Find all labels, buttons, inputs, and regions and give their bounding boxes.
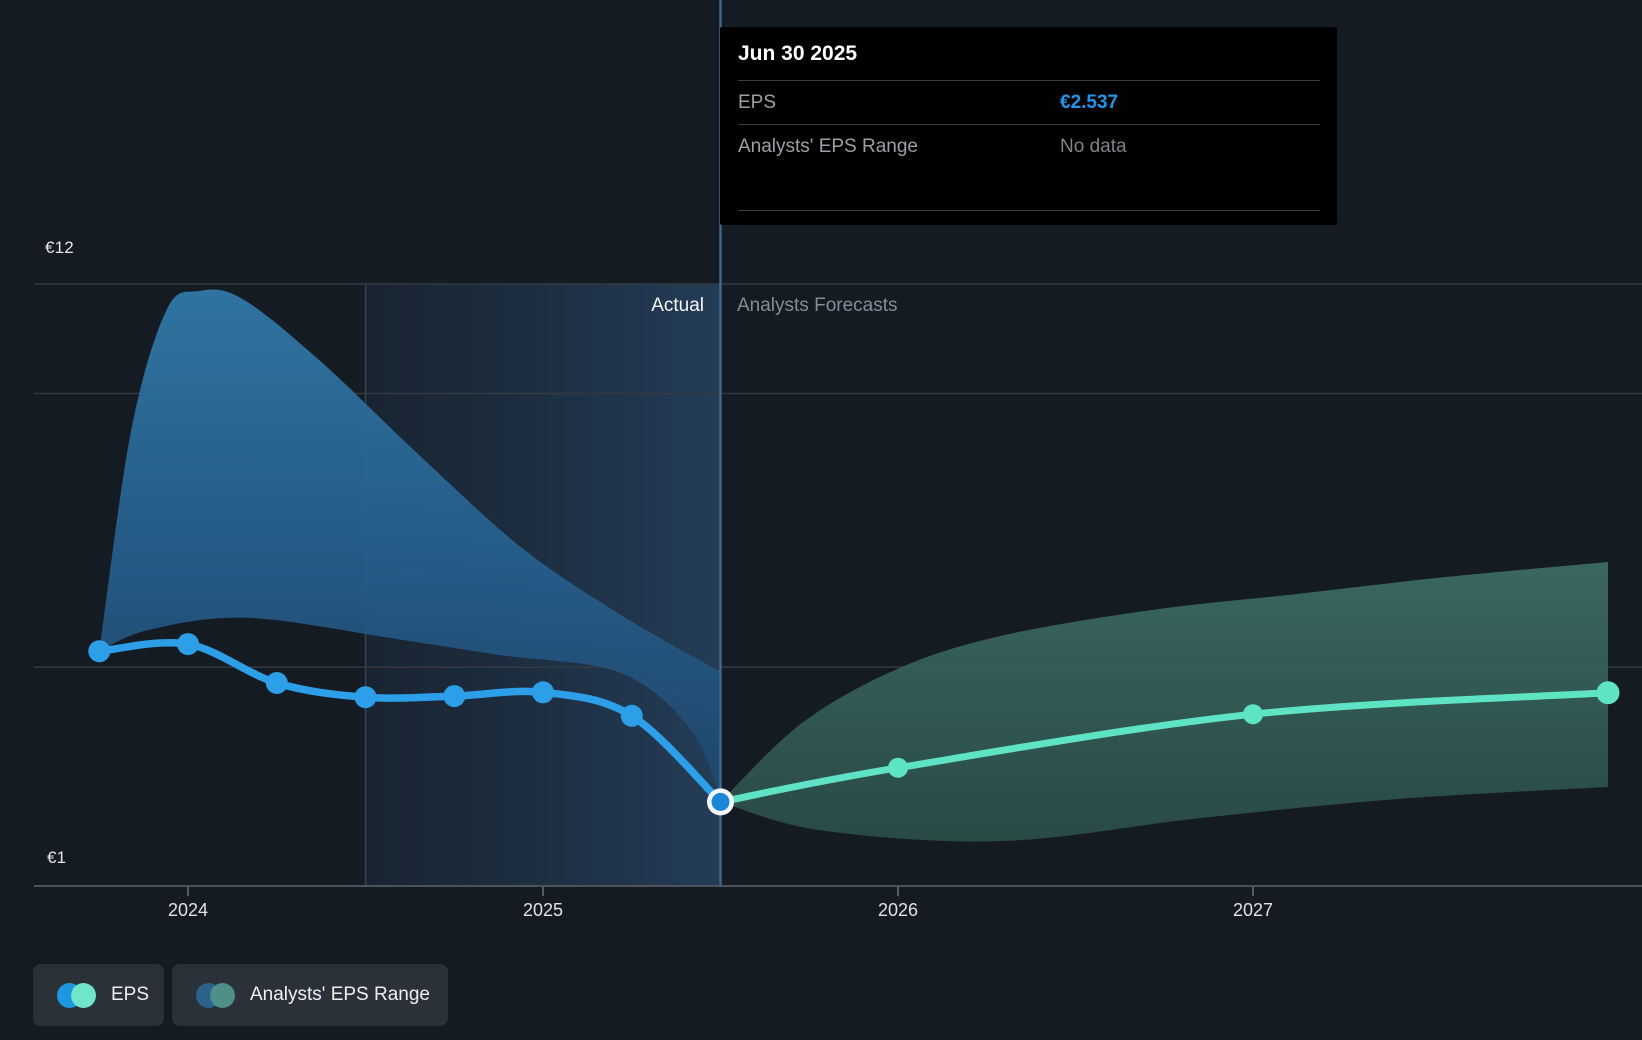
actual-label: Actual bbox=[651, 295, 704, 316]
analysts-forecasts-label: Analysts Forecasts bbox=[737, 295, 898, 316]
x-tick-label: 2027 bbox=[1232, 900, 1274, 920]
x-tick-label: 2024 bbox=[167, 900, 209, 920]
tooltip-eps-label: EPS bbox=[738, 92, 777, 113]
legend-range-label: Analysts' EPS Range bbox=[250, 984, 430, 1005]
eps-legend-chips bbox=[57, 982, 96, 1008]
tooltip-divider bbox=[738, 80, 1320, 81]
tooltip-row-range: Analysts' EPS Range No data bbox=[738, 130, 1320, 164]
eps-forecast-point[interactable] bbox=[888, 757, 908, 778]
data-points-layer bbox=[88, 633, 1620, 816]
y-axis-label-top: €12 bbox=[45, 238, 74, 257]
tooltip-eps-value: €2.537 bbox=[1060, 92, 1119, 113]
tooltip-divider bbox=[738, 210, 1320, 211]
historical-eps-range-band bbox=[99, 289, 721, 802]
current-eps-point[interactable] bbox=[711, 792, 730, 811]
eps-teal-chip-icon bbox=[71, 982, 96, 1008]
tooltip-row-eps: EPS €2.537 bbox=[738, 86, 1320, 120]
eps-forecast-line bbox=[717, 689, 1612, 806]
eps-forecast-point[interactable] bbox=[1596, 681, 1620, 705]
eps-data-point[interactable] bbox=[177, 633, 199, 656]
eps-data-point[interactable] bbox=[88, 640, 111, 663]
eps-data-point[interactable] bbox=[443, 685, 466, 708]
range-legend-chips bbox=[196, 982, 235, 1008]
range-teal-chip-icon bbox=[210, 982, 235, 1008]
forecast-eps-range-band bbox=[720, 562, 1608, 842]
eps-data-point[interactable] bbox=[354, 686, 377, 709]
tooltip-divider bbox=[738, 124, 1320, 125]
eps-data-point[interactable] bbox=[620, 704, 643, 727]
chart-tooltip: Jun 30 2025 EPS €2.537 Analysts' EPS Ran… bbox=[720, 27, 1337, 225]
legend-item-eps[interactable]: EPS bbox=[33, 964, 164, 1026]
eps-data-point[interactable] bbox=[532, 681, 554, 704]
axis-layer bbox=[34, 885, 1642, 896]
legend-item-analysts-eps-range[interactable]: Analysts' EPS Range bbox=[172, 964, 448, 1026]
x-tick-label: 2026 bbox=[877, 900, 919, 920]
chart-legend: EPS Analysts' EPS Range bbox=[0, 964, 1642, 1026]
eps-forecast-point[interactable] bbox=[1243, 704, 1263, 725]
tooltip-range-value: No data bbox=[1060, 136, 1127, 157]
range-bands-layer bbox=[99, 289, 1608, 842]
x-tick-label: 2025 bbox=[522, 900, 564, 920]
tooltip-range-label: Analysts' EPS Range bbox=[738, 136, 918, 157]
y-axis-label-bottom: €1 bbox=[47, 848, 67, 867]
eps-data-point[interactable] bbox=[265, 672, 288, 694]
legend-eps-label: EPS bbox=[111, 984, 150, 1005]
tooltip-date: Jun 30 2025 bbox=[738, 42, 858, 65]
